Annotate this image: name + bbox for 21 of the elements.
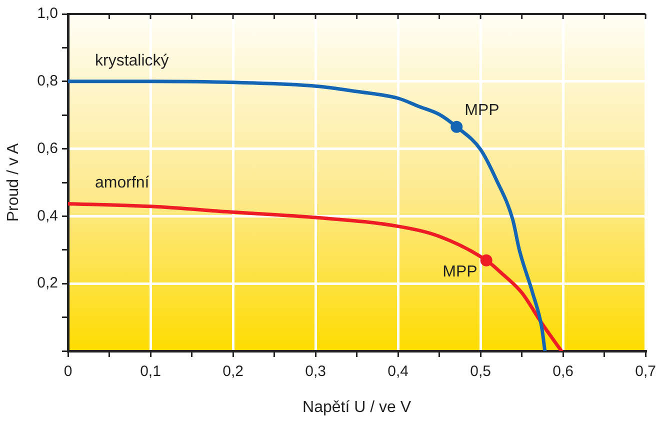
line-series [68,202,564,351]
x-tick-label: 0,3 [305,363,326,380]
series-label: amorfní [95,174,150,192]
y-tick-label: 0,6 [37,140,58,157]
series-label: krystalický [95,52,169,70]
x-tick-label: 0,5 [470,363,491,380]
x-tick-label: 0,6 [552,363,574,380]
annotation: MPP [464,102,500,119]
x-tick-label: 0,2 [222,363,244,380]
x-tick-label: 0,1 [140,363,161,380]
annotation: MPP [442,263,478,280]
line-series [68,80,547,351]
y-axis-title: Proud / v A [5,143,22,222]
x-tick-label: 0,7 [635,363,656,380]
y-tick-label: 0,8 [37,72,58,90]
x-tick-label: 0,4 [388,363,408,380]
y-tick-label: 0,4 [37,207,58,224]
x-axis-title: Napětí U / ve V [302,398,412,416]
y-tick-label: 0,2 [37,274,58,292]
x-tick-label: 0 [64,363,72,380]
y-tick-label: 1,0 [37,5,58,22]
